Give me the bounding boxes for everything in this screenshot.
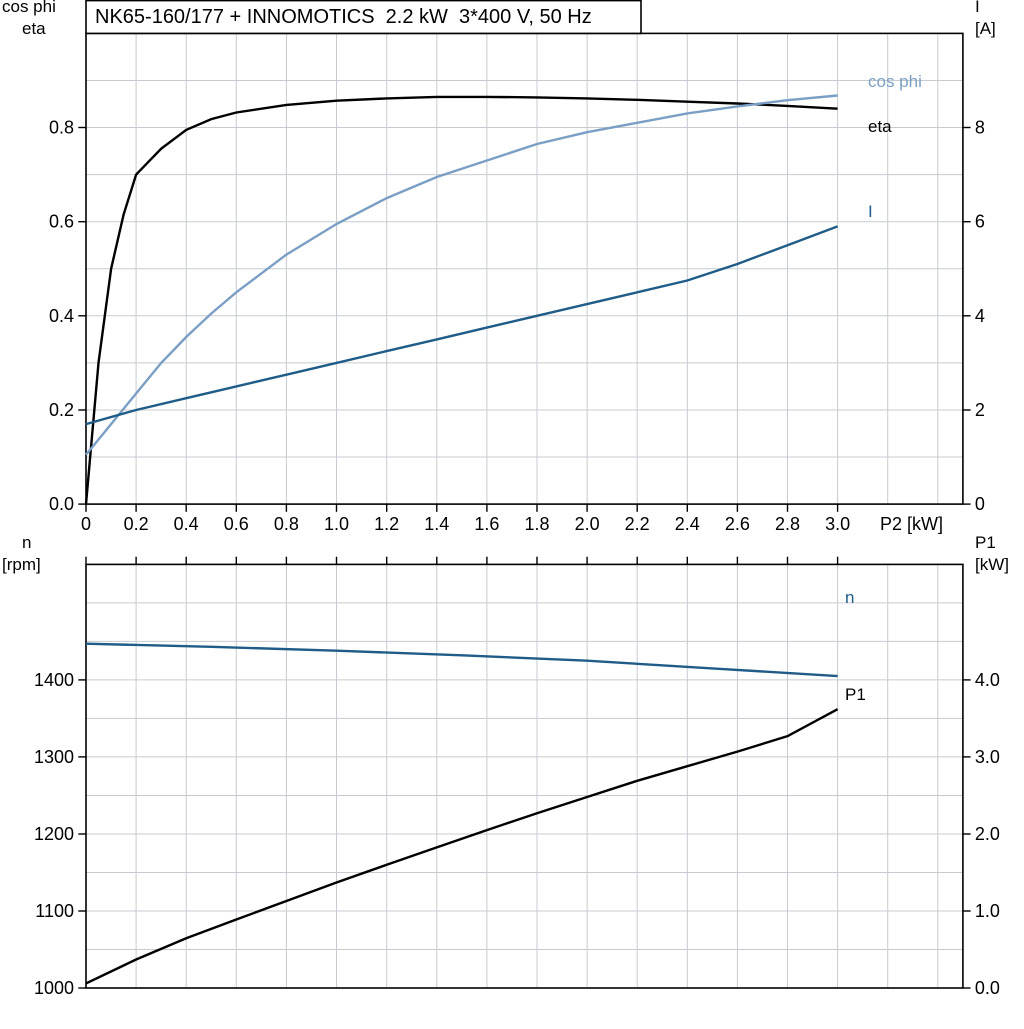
svg-text:0.0: 0.0	[975, 978, 1000, 998]
svg-text:eta: eta	[868, 117, 892, 136]
svg-text:0.4: 0.4	[174, 514, 199, 534]
svg-text:4: 4	[975, 306, 985, 326]
svg-text:0.8: 0.8	[49, 118, 74, 138]
svg-text:0: 0	[81, 514, 91, 534]
svg-text:P2 [kW]: P2 [kW]	[880, 514, 943, 534]
svg-text:2.2: 2.2	[625, 514, 650, 534]
svg-text:0: 0	[975, 494, 985, 514]
svg-text:2.6: 2.6	[725, 514, 750, 534]
svg-text:0.4: 0.4	[49, 306, 74, 326]
svg-text:2.8: 2.8	[775, 514, 800, 534]
svg-text:3.0: 3.0	[975, 747, 1000, 767]
svg-text:0.6: 0.6	[224, 514, 249, 534]
svg-text:n: n	[845, 588, 854, 607]
svg-text:P1: P1	[975, 533, 996, 552]
svg-text:cos phi: cos phi	[868, 72, 922, 91]
svg-text:4.0: 4.0	[975, 670, 1000, 690]
svg-text:0.2: 0.2	[124, 514, 149, 534]
svg-text:1.2: 1.2	[374, 514, 399, 534]
svg-text:I: I	[975, 0, 980, 16]
svg-text:2: 2	[975, 400, 985, 420]
svg-text:2.0: 2.0	[575, 514, 600, 534]
svg-text:I: I	[868, 202, 873, 221]
svg-text:P1: P1	[845, 685, 866, 704]
svg-text:0.8: 0.8	[274, 514, 299, 534]
svg-text:cos phi: cos phi	[2, 0, 56, 16]
svg-text:6: 6	[975, 212, 985, 232]
svg-text:n: n	[22, 533, 31, 552]
svg-text:1100: 1100	[35, 901, 74, 921]
svg-text:1000: 1000	[34, 978, 74, 998]
svg-text:1200: 1200	[34, 824, 74, 844]
svg-text:1300: 1300	[34, 747, 74, 767]
svg-text:1.8: 1.8	[524, 514, 549, 534]
svg-text:[kW]: [kW]	[975, 555, 1009, 574]
svg-text:8: 8	[975, 118, 985, 138]
svg-text:0.0: 0.0	[49, 494, 74, 514]
svg-text:1.0: 1.0	[975, 901, 1000, 921]
svg-text:0.6: 0.6	[49, 212, 74, 232]
svg-text:2.0: 2.0	[975, 824, 1000, 844]
svg-text:1.0: 1.0	[324, 514, 349, 534]
svg-text:NK65-160/177 + INNOMOTICS 2.2: NK65-160/177 + INNOMOTICS 2.2 kW 3*400 V…	[95, 6, 592, 28]
svg-text:[rpm]: [rpm]	[2, 555, 41, 574]
svg-text:1400: 1400	[34, 670, 74, 690]
svg-text:0.2: 0.2	[49, 400, 74, 420]
svg-text:[A]: [A]	[975, 19, 996, 38]
svg-text:3.0: 3.0	[825, 514, 850, 534]
svg-text:1.6: 1.6	[474, 514, 499, 534]
svg-text:1.4: 1.4	[424, 514, 449, 534]
svg-text:2.4: 2.4	[675, 514, 700, 534]
svg-text:eta: eta	[22, 19, 46, 38]
